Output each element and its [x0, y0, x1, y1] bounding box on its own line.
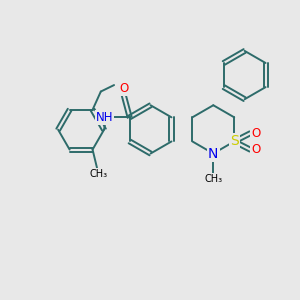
Text: CH₃: CH₃: [89, 169, 107, 179]
Text: NH: NH: [96, 111, 113, 124]
Text: CH₃: CH₃: [204, 174, 222, 184]
Text: S: S: [230, 134, 239, 148]
Text: O: O: [251, 127, 260, 140]
Text: O: O: [119, 82, 128, 95]
Text: O: O: [251, 143, 260, 156]
Text: N: N: [208, 146, 218, 161]
